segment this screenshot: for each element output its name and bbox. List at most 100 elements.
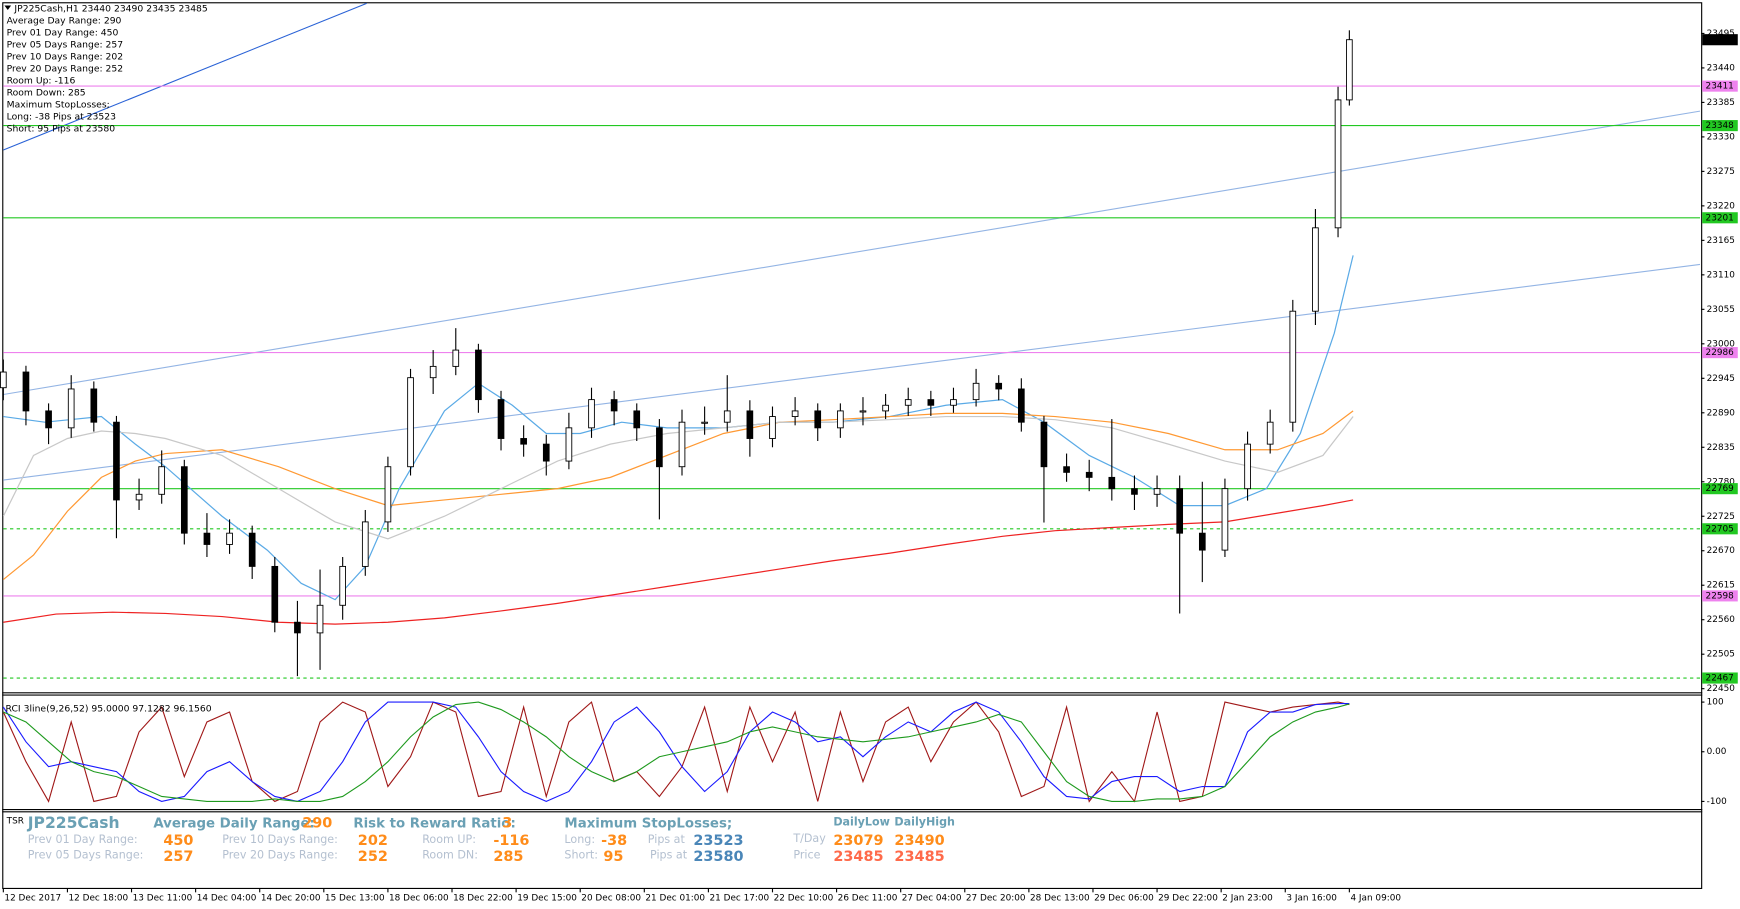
- candle-body: [361, 521, 369, 567]
- candle-body: [1334, 99, 1342, 229]
- tsr-adr-label: Average Daily Range:: [153, 816, 315, 831]
- y-tick-label: 23385: [1707, 98, 1735, 108]
- trend-line: [3, 110, 1701, 396]
- x-tick-label: 14 Dec 04:00: [197, 893, 257, 903]
- candle-body: [769, 416, 776, 439]
- candle-body: [1017, 388, 1025, 423]
- candle-body: [203, 532, 211, 545]
- candle-body: [859, 410, 867, 413]
- y-tick-label: 23165: [1707, 236, 1735, 246]
- indicator-line: [2, 701, 1350, 803]
- tsr-room-up-label: Room UP:: [422, 833, 476, 846]
- candle-body: [1266, 421, 1274, 445]
- y-tick-label: 0.00: [1707, 747, 1727, 757]
- x-tick-label: 21 Dec 01:00: [645, 893, 705, 903]
- candle-body: [407, 377, 414, 468]
- candle-body: [1040, 421, 1048, 468]
- level-box: [1702, 347, 1738, 359]
- tsr-short-at-label: Pips at: [650, 849, 688, 862]
- candle-body: [1108, 476, 1116, 490]
- last-price-box: [1702, 34, 1738, 46]
- y-tick-label: 22560: [1707, 615, 1736, 625]
- moving-average: [3, 255, 1354, 601]
- tsr-rr: 3: [502, 815, 512, 831]
- level-box: [1702, 672, 1738, 684]
- candle-body: [316, 604, 324, 634]
- tsr-long-price: 23523: [693, 833, 743, 849]
- tsr-prev10: 202: [358, 833, 388, 849]
- tsr-adr: 290: [302, 815, 332, 831]
- x-tick-label: 19 Dec 15:00: [517, 893, 577, 903]
- info-line: Short: 95 Pips at 23580: [7, 124, 116, 135]
- indicator-line: [3, 701, 1350, 802]
- info-line: Prev 20 Days Range: 252: [7, 64, 123, 75]
- tsr-room-dn: 285: [493, 849, 523, 865]
- moving-average: [3, 499, 1354, 625]
- candle-body: [429, 365, 437, 379]
- level-label: 23201: [1706, 213, 1734, 223]
- tsr-prev01: 450: [163, 833, 193, 849]
- candle-body: [384, 466, 392, 523]
- candle-body: [837, 410, 844, 429]
- candle-body: [248, 532, 256, 567]
- x-tick-label: 14 Dec 20:00: [261, 893, 321, 903]
- x-tick-label: 18 Dec 06:00: [389, 893, 449, 903]
- candle-body: [972, 382, 980, 401]
- moving-average: [2, 415, 1354, 540]
- candle-body: [45, 410, 52, 429]
- indicator-title: RCI 3line(9,26,52) 95.0000 97.1282 96.15…: [6, 703, 212, 714]
- candle-body: [22, 371, 30, 412]
- level-box: [1702, 523, 1738, 535]
- x-tick-label: 29 Dec 06:00: [1094, 893, 1154, 903]
- tsr-long-pips: -38: [601, 833, 627, 849]
- candle-body: [520, 438, 527, 445]
- tsr-rr-label: Risk to Reward Ratio:: [353, 816, 515, 831]
- candle-body: [927, 399, 935, 406]
- tsr-tday-label: T/Day: [792, 832, 826, 845]
- candle-body: [995, 382, 1003, 390]
- x-tick-label: 21 Dec 17:00: [710, 893, 770, 903]
- candle-body: [113, 421, 120, 501]
- info-line: Prev 05 Days Range: 257: [7, 40, 124, 51]
- frame: [2, 2, 1703, 889]
- info-line: Prev 10 Days Range: 202: [7, 52, 123, 63]
- candle-body: [701, 421, 708, 424]
- level-box: [1702, 212, 1738, 224]
- tsr-short-label: Short:: [564, 849, 598, 862]
- trend-line: [3, 263, 1701, 481]
- y-tick-label: 22945: [1707, 374, 1735, 384]
- candle-body: [1312, 227, 1319, 312]
- info-line: Maximum StopLosses;: [7, 100, 110, 111]
- candle-body: [1244, 443, 1251, 490]
- candle-body: [904, 399, 912, 406]
- y-tick-label: 23275: [1707, 167, 1735, 177]
- candle-body: [814, 410, 822, 429]
- y-tick-label: 23055: [1707, 305, 1735, 315]
- level-box: [1702, 120, 1738, 132]
- y-tick-label: 22725: [1707, 512, 1735, 522]
- candle-body: [271, 565, 279, 623]
- level-label: 22467: [1706, 674, 1734, 684]
- candle-body: [1063, 466, 1070, 473]
- info-line: Room Down: 285: [7, 88, 86, 99]
- tsr-prev10-label: Prev 10 Days Range:: [222, 833, 338, 846]
- x-tick-label: 27 Dec 04:00: [902, 893, 962, 903]
- tsr-short-price: 23580: [693, 849, 743, 865]
- tsr-price-label: Price: [793, 849, 820, 862]
- level-label: 22769: [1706, 484, 1735, 494]
- candle-body: [633, 410, 641, 429]
- tsr-prev05: 257: [163, 849, 193, 865]
- x-tick-label: 15 Dec 13:00: [325, 893, 385, 903]
- x-tick-label: 28 Dec 13:00: [1030, 893, 1090, 903]
- candle-body: [1221, 488, 1229, 551]
- tsr-prev20-label: Prev 20 Days Range:: [222, 849, 338, 862]
- overlay-layer: JP225Cash,H1 23440 23490 23435 23485 RCI…: [4, 3, 1738, 714]
- tsr-long-label: Long:: [564, 833, 595, 846]
- x-tick-label: 4 Jan 09:00: [1350, 893, 1401, 903]
- chart-title: JP225Cash,H1 23440 23490 23435 23485: [13, 3, 207, 14]
- tsr-daily-high-label: DailyHigh: [894, 815, 955, 828]
- info-line: Prev 01 Day Range: 450: [7, 28, 119, 39]
- candle-body: [746, 410, 754, 439]
